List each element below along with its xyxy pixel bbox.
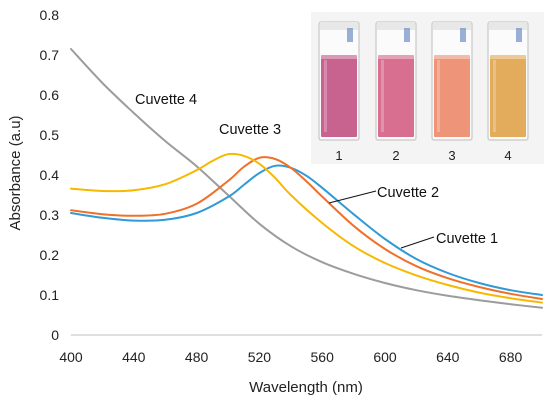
series-labels: Cuvette 4 Cuvette 3 Cuvette 2 Cuvette 1	[135, 92, 498, 249]
y-tick-label: 0.3	[40, 207, 60, 223]
cuvette-shine	[381, 60, 384, 132]
series-label-cuvette-1: Cuvette 1	[436, 231, 498, 247]
y-tick-labels: 0 0.1 0.2 0.3 0.4 0.5 0.6 0.7 0.8	[40, 7, 60, 343]
cuvette-photo-inset: 1 2 3 4	[311, 12, 544, 164]
cuvette-rim	[320, 22, 358, 30]
y-tick-label: 0.8	[40, 7, 60, 23]
x-tick-label: 400	[59, 349, 83, 365]
cuvette-liquid	[321, 55, 357, 137]
series-line-cuvette-3	[70, 152, 543, 304]
y-tick-label: 0.6	[40, 87, 60, 103]
cuvette-group: 1 2 3 4	[318, 21, 529, 163]
y-tick-label: 0.5	[40, 127, 60, 143]
y-tick-label: 0.4	[40, 167, 60, 183]
cuvette-number-label: 3	[448, 148, 455, 163]
cuvette-meniscus	[321, 55, 357, 59]
series-label-cuvette-4: Cuvette 4	[135, 92, 197, 108]
cuvette-mark	[460, 28, 466, 42]
cuvette-shine	[493, 60, 496, 132]
y-tick-label: 0.7	[40, 47, 60, 63]
series-line-cuvette-2	[70, 156, 543, 300]
cuvette-2: 2	[375, 21, 417, 163]
y-tick-label: 0.1	[40, 287, 60, 303]
x-tick-label: 560	[311, 349, 335, 365]
cuvette-liquid	[490, 55, 526, 137]
x-tick-label: 440	[122, 349, 146, 365]
series-line-cuvette-4	[70, 48, 543, 309]
x-tick-label: 520	[248, 349, 272, 365]
x-tick-label: 640	[436, 349, 460, 365]
cuvette-rim	[377, 22, 415, 30]
cuvette-liquid	[378, 55, 414, 137]
cuvette-rim	[433, 22, 471, 30]
cuvette-mark	[347, 28, 353, 42]
series-label-cuvette-3: Cuvette 3	[219, 122, 281, 138]
x-tick-label: 680	[499, 349, 523, 365]
cuvette-liquid	[434, 55, 470, 137]
cuvette-4: 4	[487, 21, 529, 163]
x-tick-label: 480	[185, 349, 209, 365]
leader-line-cuvette-2	[328, 190, 377, 204]
x-tick-label: 600	[373, 349, 397, 365]
series-label-cuvette-2: Cuvette 2	[377, 185, 439, 201]
cuvette-meniscus	[490, 55, 526, 59]
cuvette-number-label: 2	[392, 148, 399, 163]
cuvette-rim	[489, 22, 527, 30]
cuvette-shine	[437, 60, 440, 132]
cuvette-3: 3	[431, 21, 473, 163]
y-axis-title: Absorbance (a.u)	[7, 115, 24, 230]
x-axis-title: Wavelength (nm)	[249, 379, 363, 396]
cuvette-1: 1	[318, 21, 360, 163]
cuvette-number-label: 1	[335, 148, 342, 163]
series-lines	[70, 48, 543, 309]
cuvette-meniscus	[378, 55, 414, 59]
cuvette-mark	[404, 28, 410, 42]
plot-area: 400 440 480 520 560 600 640 680 0 0.1 0.2 0.3 0.4 0.…	[40, 7, 543, 365]
y-tick-label: 0	[51, 327, 59, 343]
cuvette-meniscus	[434, 55, 470, 59]
cuvette-number-label: 4	[504, 148, 511, 163]
cuvette-shine	[324, 60, 327, 132]
y-tick-label: 0.2	[40, 247, 60, 263]
leader-line-cuvette-1	[400, 236, 435, 249]
x-tick-labels: 400 440 480 520 560 600 640 680	[59, 349, 522, 365]
cuvette-mark	[516, 28, 522, 42]
